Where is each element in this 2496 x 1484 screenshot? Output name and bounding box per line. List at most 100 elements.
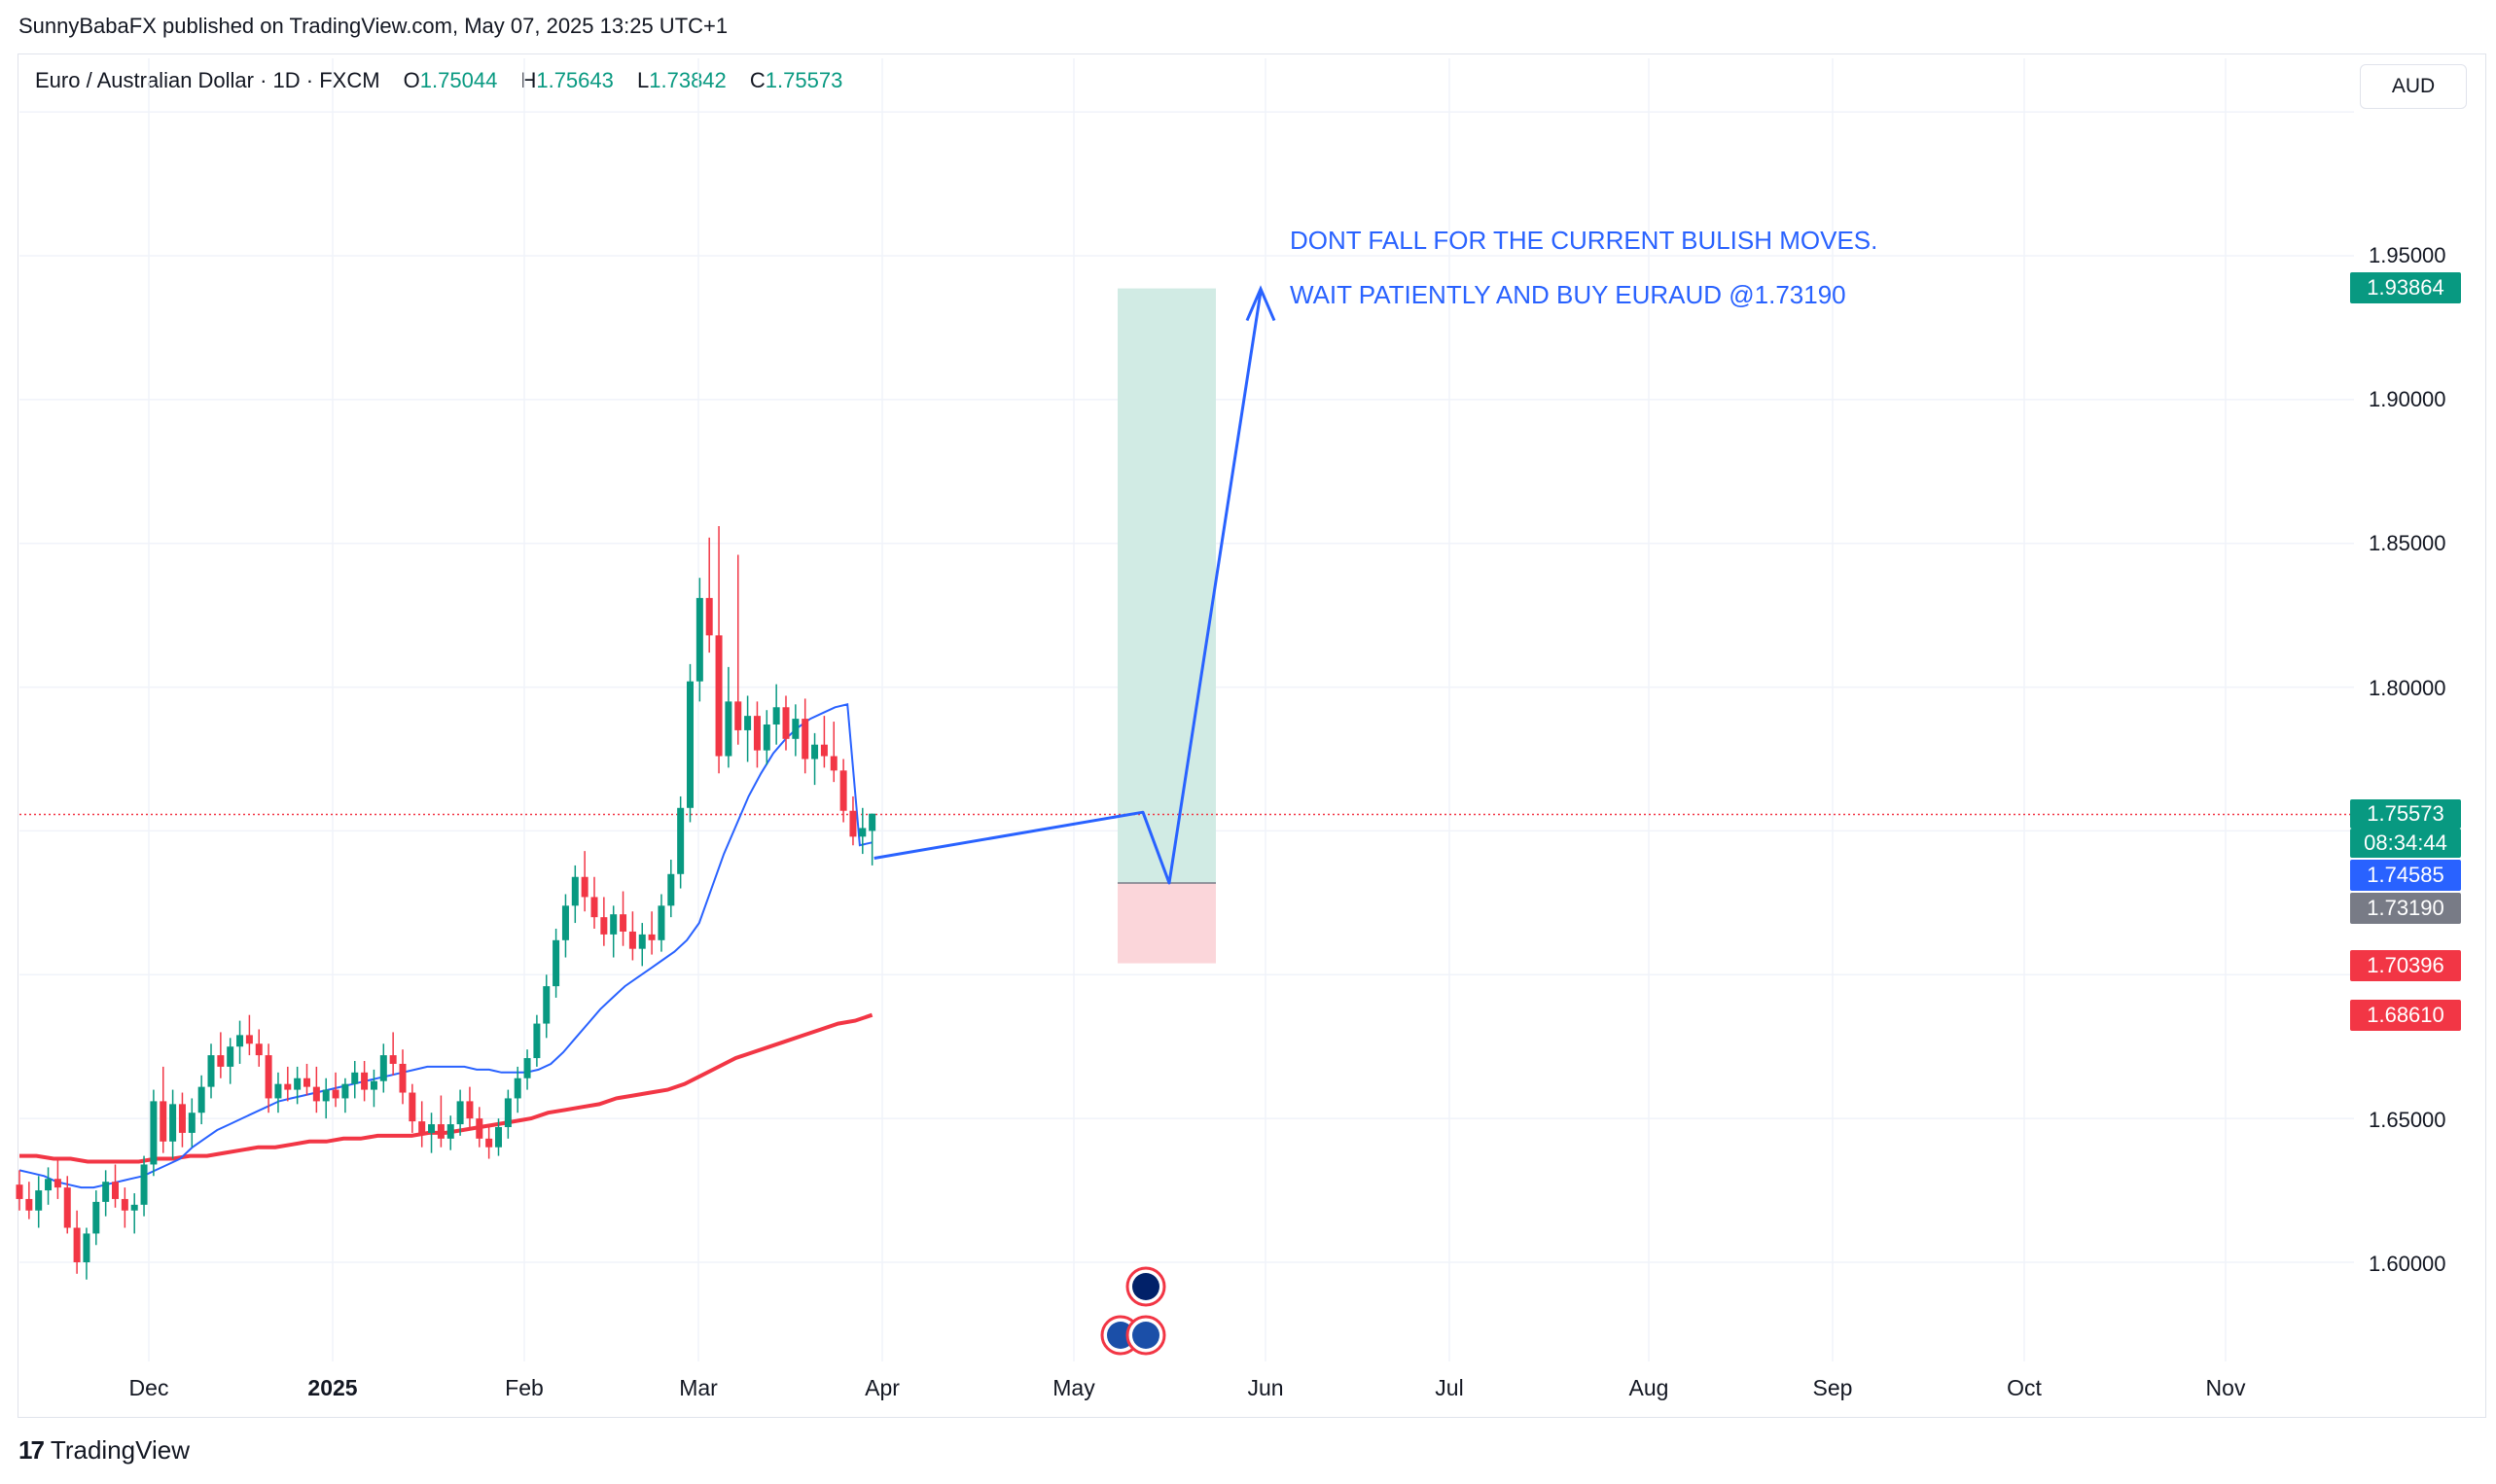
candle-body bbox=[92, 1201, 100, 1234]
candle-body bbox=[553, 939, 560, 987]
candle-body bbox=[361, 1072, 369, 1090]
candle-body bbox=[150, 1101, 158, 1165]
candle-body bbox=[35, 1190, 43, 1211]
stop-zone bbox=[1118, 882, 1216, 964]
x-tick-label: Feb bbox=[505, 1375, 544, 1400]
candle-body bbox=[849, 810, 857, 837]
currency-button[interactable]: AUD bbox=[2360, 64, 2467, 109]
candle-body bbox=[658, 905, 665, 940]
candle-body bbox=[169, 1104, 177, 1142]
candle-body bbox=[667, 873, 675, 906]
low-label: L bbox=[637, 68, 650, 92]
high-value: 1.75643 bbox=[536, 68, 614, 92]
y-tick-label: 1.95000 bbox=[2369, 243, 2446, 267]
chart-frame[interactable] bbox=[18, 53, 2486, 1418]
ma-slow-tag: 1.68610 bbox=[2350, 1000, 2461, 1031]
last-price-tag: 1.75573 bbox=[2350, 799, 2461, 829]
candle-body bbox=[705, 597, 713, 636]
y-tick-label: 1.60000 bbox=[2369, 1252, 2446, 1276]
candle-body bbox=[418, 1121, 426, 1133]
candle-body bbox=[638, 934, 646, 949]
candle-body bbox=[628, 931, 636, 949]
candle-body bbox=[830, 756, 838, 771]
x-tick-label: Oct bbox=[2007, 1375, 2042, 1400]
candle-body bbox=[437, 1124, 445, 1139]
candle-body bbox=[16, 1184, 23, 1199]
x-tick-label: Aug bbox=[1628, 1375, 1669, 1400]
x-tick-label: Nov bbox=[2205, 1375, 2246, 1400]
candle-body bbox=[610, 914, 618, 935]
candle-body bbox=[265, 1055, 272, 1099]
target-zone bbox=[1118, 288, 1216, 883]
candle-body bbox=[370, 1080, 377, 1090]
candle-body bbox=[284, 1083, 292, 1090]
candle-body bbox=[236, 1035, 244, 1047]
symbol-title[interactable]: Euro / Australian Dollar · 1D · FXCM bbox=[35, 68, 380, 92]
x-tick-label: Jul bbox=[1435, 1375, 1464, 1400]
candle-body bbox=[543, 986, 551, 1024]
candle-body bbox=[379, 1055, 387, 1081]
candle-body bbox=[744, 716, 752, 730]
candle-body bbox=[600, 917, 608, 935]
candle-body bbox=[303, 1078, 310, 1087]
x-tick-label: Jun bbox=[1247, 1375, 1284, 1400]
candle-body bbox=[561, 905, 569, 940]
candle-body bbox=[160, 1101, 167, 1142]
candle-body bbox=[245, 1035, 253, 1044]
candle-body bbox=[485, 1138, 493, 1148]
candle-body bbox=[274, 1083, 282, 1099]
candle-body bbox=[782, 707, 790, 739]
candle-body bbox=[83, 1233, 90, 1262]
candle-body bbox=[25, 1198, 33, 1211]
low-value: 1.73842 bbox=[649, 68, 727, 92]
x-tick-label: 2025 bbox=[307, 1375, 358, 1400]
candle-body bbox=[869, 813, 876, 831]
candle-body bbox=[476, 1118, 483, 1139]
candle-body bbox=[389, 1055, 397, 1064]
publish-line: SunnyBabaFX published on TradingView.com… bbox=[18, 14, 729, 38]
x-tick-label: Mar bbox=[679, 1375, 718, 1400]
candle-body bbox=[514, 1078, 521, 1099]
candle-body bbox=[792, 719, 800, 739]
x-tick-label: Dec bbox=[128, 1375, 169, 1400]
candle-body bbox=[466, 1101, 474, 1119]
ma-fast-line bbox=[18, 703, 873, 1189]
candle-body bbox=[399, 1063, 407, 1093]
x-tick-label: Apr bbox=[865, 1375, 900, 1400]
footer-branding[interactable]: 17 TradingView bbox=[18, 1435, 190, 1466]
ma-fast-tag: 1.74585 bbox=[2350, 860, 2461, 891]
candle-body bbox=[734, 701, 742, 730]
projection-arrow bbox=[874, 291, 1263, 885]
candle-body bbox=[533, 1023, 541, 1059]
candle-body bbox=[802, 719, 809, 760]
candle-body bbox=[294, 1078, 302, 1090]
ma-slow-line bbox=[19, 1012, 874, 1164]
annotation-line-2[interactable]: WAIT PATIENTLY AND BUY EURAUD @1.73190 bbox=[1290, 280, 1846, 309]
tradingview-logo-icon: 17 bbox=[18, 1435, 45, 1465]
candle-body bbox=[620, 914, 627, 932]
y-tick-label: 1.85000 bbox=[2369, 531, 2446, 555]
candle-body bbox=[859, 828, 867, 837]
candle-body bbox=[677, 807, 685, 874]
candle-body bbox=[446, 1124, 454, 1139]
candle-body bbox=[811, 744, 819, 760]
au-event-flag-icon-fill bbox=[1132, 1273, 1159, 1300]
candle-body bbox=[772, 707, 780, 725]
close-label: C bbox=[749, 68, 766, 92]
annotation-line-1[interactable]: DONT FALL FOR THE CURRENT BULISH MOVES. bbox=[1290, 226, 1878, 255]
candle-body bbox=[839, 770, 847, 811]
candle-body bbox=[725, 701, 732, 757]
y-tick-label: 1.80000 bbox=[2369, 676, 2446, 700]
candle-body bbox=[504, 1098, 512, 1128]
candle-body bbox=[820, 744, 828, 757]
footer-brand: TradingView bbox=[50, 1435, 190, 1465]
candle-body bbox=[322, 1089, 330, 1102]
countdown-tag: 08:34:44 bbox=[2350, 829, 2461, 858]
target-price-tag: 1.93864 bbox=[2350, 272, 2461, 303]
candle-body bbox=[590, 897, 598, 918]
candle-body bbox=[341, 1083, 349, 1099]
candle-body bbox=[312, 1086, 320, 1102]
candle-body bbox=[53, 1179, 61, 1188]
candle-body bbox=[332, 1089, 339, 1099]
